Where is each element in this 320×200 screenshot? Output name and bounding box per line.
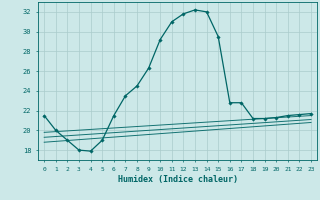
X-axis label: Humidex (Indice chaleur): Humidex (Indice chaleur) — [118, 175, 238, 184]
